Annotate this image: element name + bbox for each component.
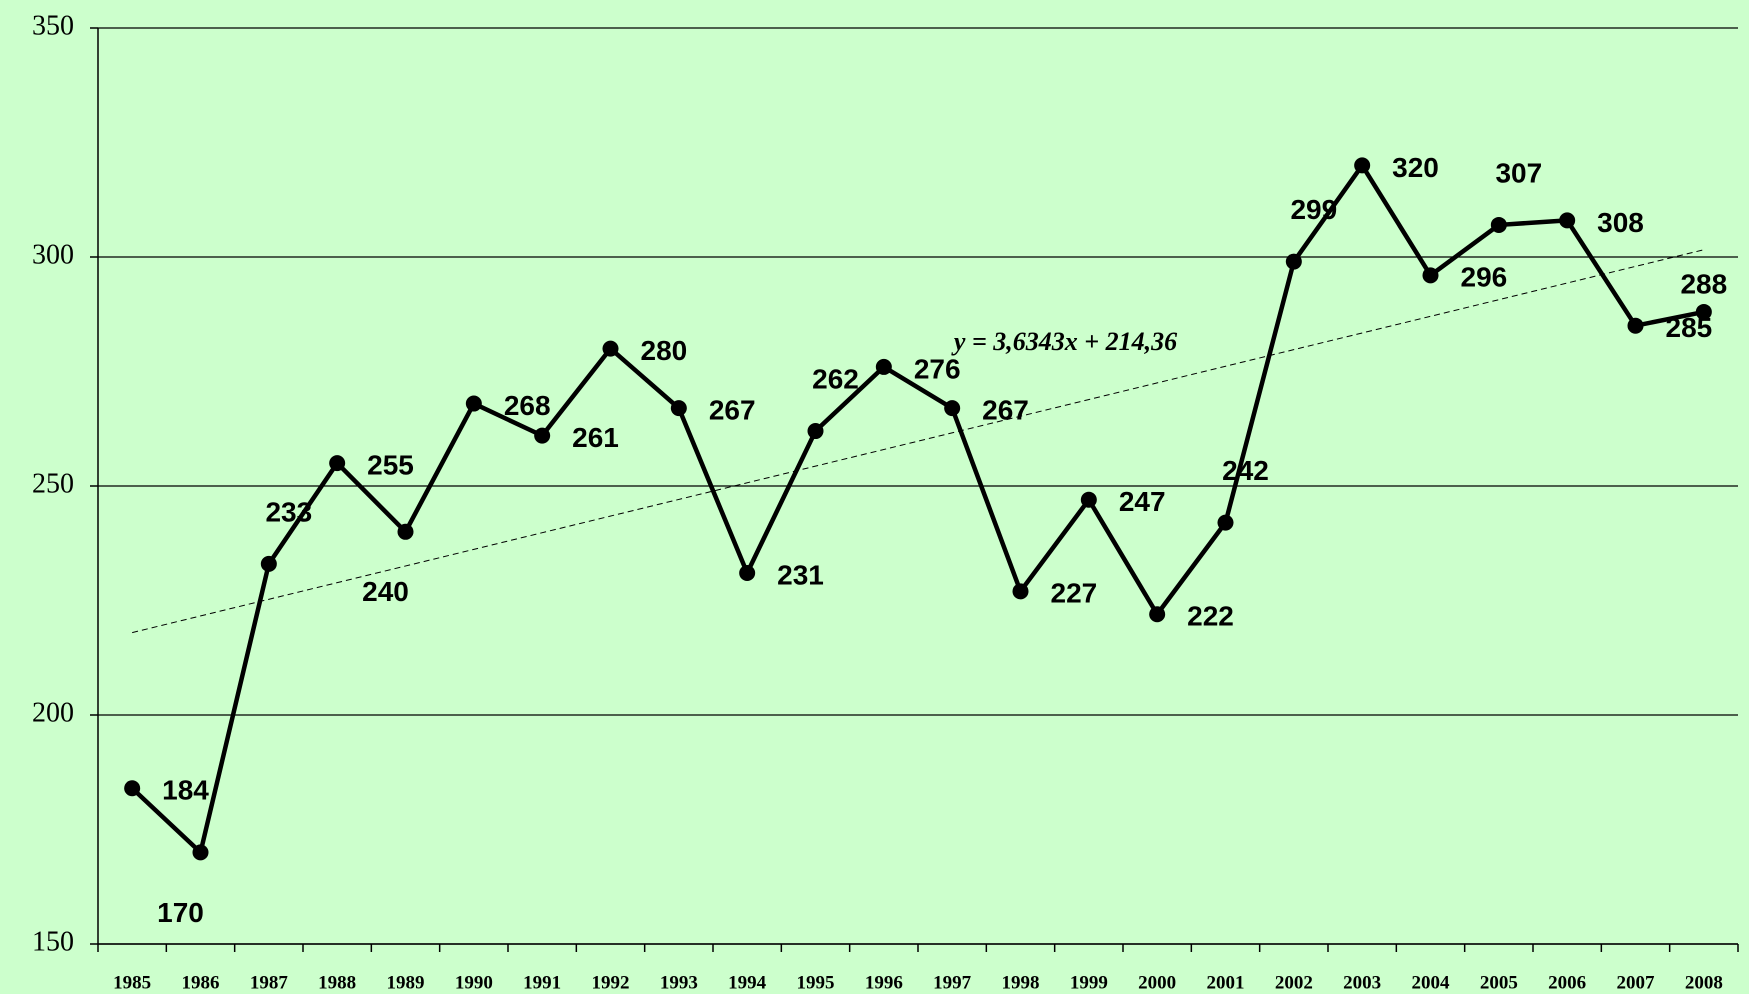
data-point (1285, 253, 1302, 270)
x-tick-label: 1990 (455, 972, 493, 993)
data-label: 267 (982, 395, 1029, 426)
data-label: 240 (362, 576, 409, 607)
x-tick-label: 2008 (1685, 972, 1723, 993)
data-label: 262 (812, 363, 859, 394)
series-line (130, 163, 1705, 855)
x-tick-label: 2001 (1207, 972, 1245, 993)
data-label: 320 (1392, 152, 1439, 183)
data-point (1080, 491, 1097, 508)
data-label: 233 (265, 496, 312, 527)
data-label: 255 (367, 449, 414, 480)
data-point (944, 400, 961, 417)
x-tick-label: 1994 (728, 972, 767, 993)
data-point (534, 427, 551, 444)
data-point (1217, 514, 1234, 531)
data-label: 170 (157, 897, 204, 928)
data-label: 231 (777, 559, 824, 590)
data-point (1490, 216, 1507, 233)
data-point (397, 523, 414, 540)
data-label: 268 (504, 390, 551, 421)
x-tick-label: 2000 (1138, 972, 1176, 993)
data-label: 247 (1119, 486, 1166, 517)
y-tick-label: 200 (32, 697, 74, 728)
x-tick-label: 1986 (182, 972, 220, 993)
data-label: 242 (1222, 455, 1269, 486)
data-label: 307 (1495, 157, 1542, 188)
x-tick-label: 1997 (933, 972, 972, 993)
data-label: 308 (1597, 207, 1644, 238)
data-label: 288 (1680, 268, 1727, 299)
data-point (1354, 157, 1371, 174)
x-tick-label: 1999 (1070, 972, 1108, 993)
data-label: 296 (1461, 262, 1508, 293)
data-point (192, 844, 209, 861)
x-tick-label: 1989 (387, 972, 425, 993)
data-label: 276 (914, 353, 961, 384)
x-tick-label: 1998 (1002, 972, 1040, 993)
data-label: 299 (1290, 194, 1337, 225)
x-tick-label: 1995 (797, 972, 835, 993)
data-point (1627, 317, 1644, 334)
y-tick-label: 350 (32, 10, 74, 41)
data-label: 184 (162, 775, 209, 806)
data-point (807, 423, 824, 440)
data-label: 261 (572, 422, 619, 453)
data-point (124, 780, 141, 797)
x-tick-label: 1992 (592, 972, 630, 993)
x-tick-label: 2006 (1548, 972, 1586, 993)
data-point (1149, 606, 1166, 623)
x-tick-label: 1985 (113, 972, 151, 993)
x-tick-label: 2003 (1343, 972, 1381, 993)
data-point (1559, 212, 1576, 229)
x-tick-label: 2002 (1275, 972, 1313, 993)
data-point (670, 400, 687, 417)
data-label: 227 (1051, 578, 1098, 609)
y-tick-label: 150 (32, 926, 74, 957)
data-label: 280 (641, 335, 688, 366)
x-tick-label: 1996 (865, 972, 903, 993)
data-point (1422, 267, 1439, 284)
x-tick-label: 1988 (318, 972, 356, 993)
data-point (602, 340, 619, 357)
x-tick-label: 2004 (1412, 972, 1451, 993)
x-tick-label: 2005 (1480, 972, 1518, 993)
trend-label: y = 3,6343x + 214,36 (951, 327, 1177, 356)
data-label: 222 (1187, 601, 1234, 632)
trend-line (132, 249, 1704, 634)
data-point (739, 565, 756, 582)
data-label: 267 (709, 395, 756, 426)
x-tick-label: 1987 (250, 972, 289, 993)
data-point (260, 555, 277, 572)
data-point (329, 455, 346, 472)
data-point (1695, 303, 1712, 320)
y-tick-label: 250 (32, 468, 74, 499)
data-point (875, 358, 892, 375)
data-point (465, 395, 482, 412)
x-tick-label: 2007 (1617, 972, 1656, 993)
x-tick-label: 1991 (523, 972, 561, 993)
x-tick-label: 1993 (660, 972, 698, 993)
data-point (1012, 583, 1029, 600)
y-tick-label: 300 (32, 239, 74, 270)
